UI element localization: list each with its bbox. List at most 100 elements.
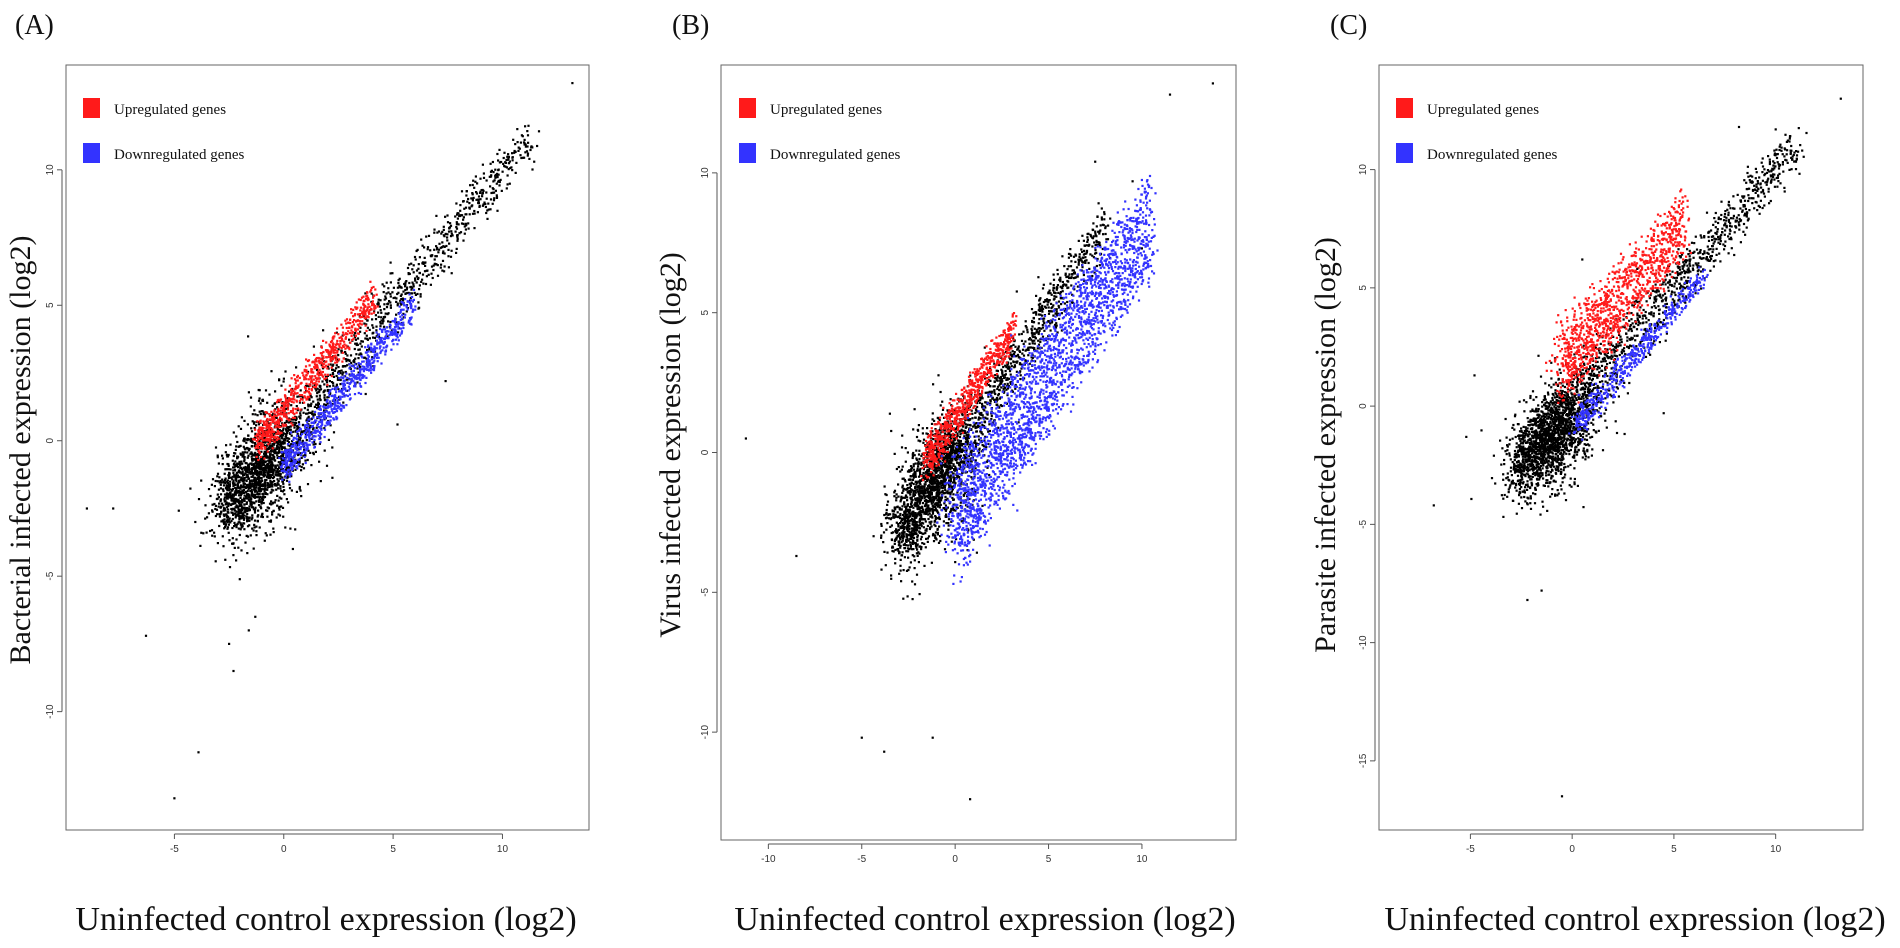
downregulated-point	[400, 332, 403, 335]
gene-point	[246, 509, 249, 512]
gene-point	[271, 404, 274, 407]
gene-point	[409, 296, 412, 299]
gene-point	[284, 433, 288, 436]
gene-point	[253, 508, 257, 511]
gene-point	[332, 431, 336, 434]
downregulated-point	[302, 450, 305, 453]
gene-point	[458, 232, 461, 235]
gene-point	[245, 495, 248, 498]
gene-point	[268, 502, 272, 505]
gene-point	[272, 471, 275, 474]
upregulated-point	[306, 390, 309, 393]
gene-point	[418, 256, 421, 259]
upregulated-point	[271, 428, 274, 431]
gene-point	[430, 272, 433, 275]
gene-point	[450, 249, 453, 252]
gene-point	[482, 176, 486, 179]
upregulated-point	[336, 339, 339, 342]
gene-point	[328, 385, 331, 388]
upregulated-point	[336, 343, 339, 346]
upregulated-point	[292, 407, 295, 410]
gene-point	[901, 526, 904, 529]
gene-point	[240, 460, 243, 463]
gene-point	[416, 292, 419, 296]
downregulated-point	[364, 381, 367, 385]
gene-point	[909, 561, 912, 564]
upregulated-point	[322, 363, 325, 366]
upregulated-point	[311, 375, 314, 378]
downregulated-point	[295, 438, 299, 441]
upregulated-point	[332, 358, 335, 361]
upregulated-point	[255, 444, 258, 447]
gene-point	[902, 535, 906, 538]
upregulated-point	[334, 351, 337, 354]
gene-point	[229, 468, 232, 471]
gene-point	[335, 383, 338, 386]
downregulated-point	[384, 336, 387, 340]
gene-point	[880, 522, 883, 526]
gene-point	[242, 445, 245, 448]
downregulated-point	[311, 441, 314, 444]
upregulated-point	[308, 364, 311, 367]
upregulated-point	[292, 393, 295, 396]
gene-point	[401, 297, 404, 300]
gene-point	[244, 461, 247, 465]
gene-point	[276, 478, 279, 481]
gene-point	[232, 472, 235, 475]
gene-point	[348, 373, 351, 376]
downregulated-point	[307, 424, 310, 428]
downregulated-point	[341, 395, 344, 398]
downregulated-point	[372, 369, 376, 372]
gene-point	[312, 426, 315, 430]
gene-point	[243, 485, 246, 488]
gene-point	[318, 460, 321, 463]
gene-point	[443, 252, 446, 255]
downregulated-point	[382, 328, 385, 331]
gene-point	[511, 169, 514, 172]
upregulated-point	[294, 392, 297, 395]
downregulated-point	[285, 451, 288, 454]
gene-point	[966, 413, 969, 417]
downregulated-point	[314, 431, 317, 435]
downregulated-point	[354, 363, 357, 366]
gene-point	[946, 506, 949, 509]
gene-point	[893, 495, 896, 498]
gene-point	[390, 329, 393, 332]
gene-point	[281, 442, 284, 445]
gene-point	[921, 542, 924, 545]
gene-point	[234, 524, 237, 527]
upregulated-point	[294, 382, 297, 385]
gene-point	[914, 486, 917, 489]
gene-point	[433, 262, 436, 265]
gene-point	[279, 475, 282, 478]
gene-point	[216, 472, 220, 475]
gene-point	[235, 510, 238, 513]
plot-frame-b	[720, 64, 1237, 841]
gene-point	[232, 508, 236, 511]
gene-point	[247, 509, 250, 512]
upregulated-point	[285, 413, 288, 416]
gene-point	[267, 447, 270, 450]
gene-point	[904, 460, 907, 463]
gene-point	[259, 495, 262, 498]
gene-point	[429, 283, 432, 286]
gene-point	[404, 285, 407, 288]
gene-point	[907, 568, 910, 572]
upregulated-point	[332, 337, 335, 340]
gene-point	[223, 522, 226, 525]
gene-point	[377, 302, 380, 305]
gene-point	[407, 291, 410, 294]
gene-point	[232, 554, 235, 557]
gene-point	[226, 527, 229, 530]
gene-point	[454, 215, 457, 218]
gene-point	[427, 234, 431, 237]
upregulated-point	[350, 329, 353, 332]
gene-point	[242, 474, 245, 477]
gene-point	[337, 370, 340, 373]
gene-point	[975, 551, 978, 554]
downregulated-point	[292, 436, 295, 439]
upregulated-point	[284, 396, 287, 399]
gene-point	[213, 485, 216, 488]
gene-point	[985, 373, 989, 376]
downregulated-point	[312, 422, 316, 425]
